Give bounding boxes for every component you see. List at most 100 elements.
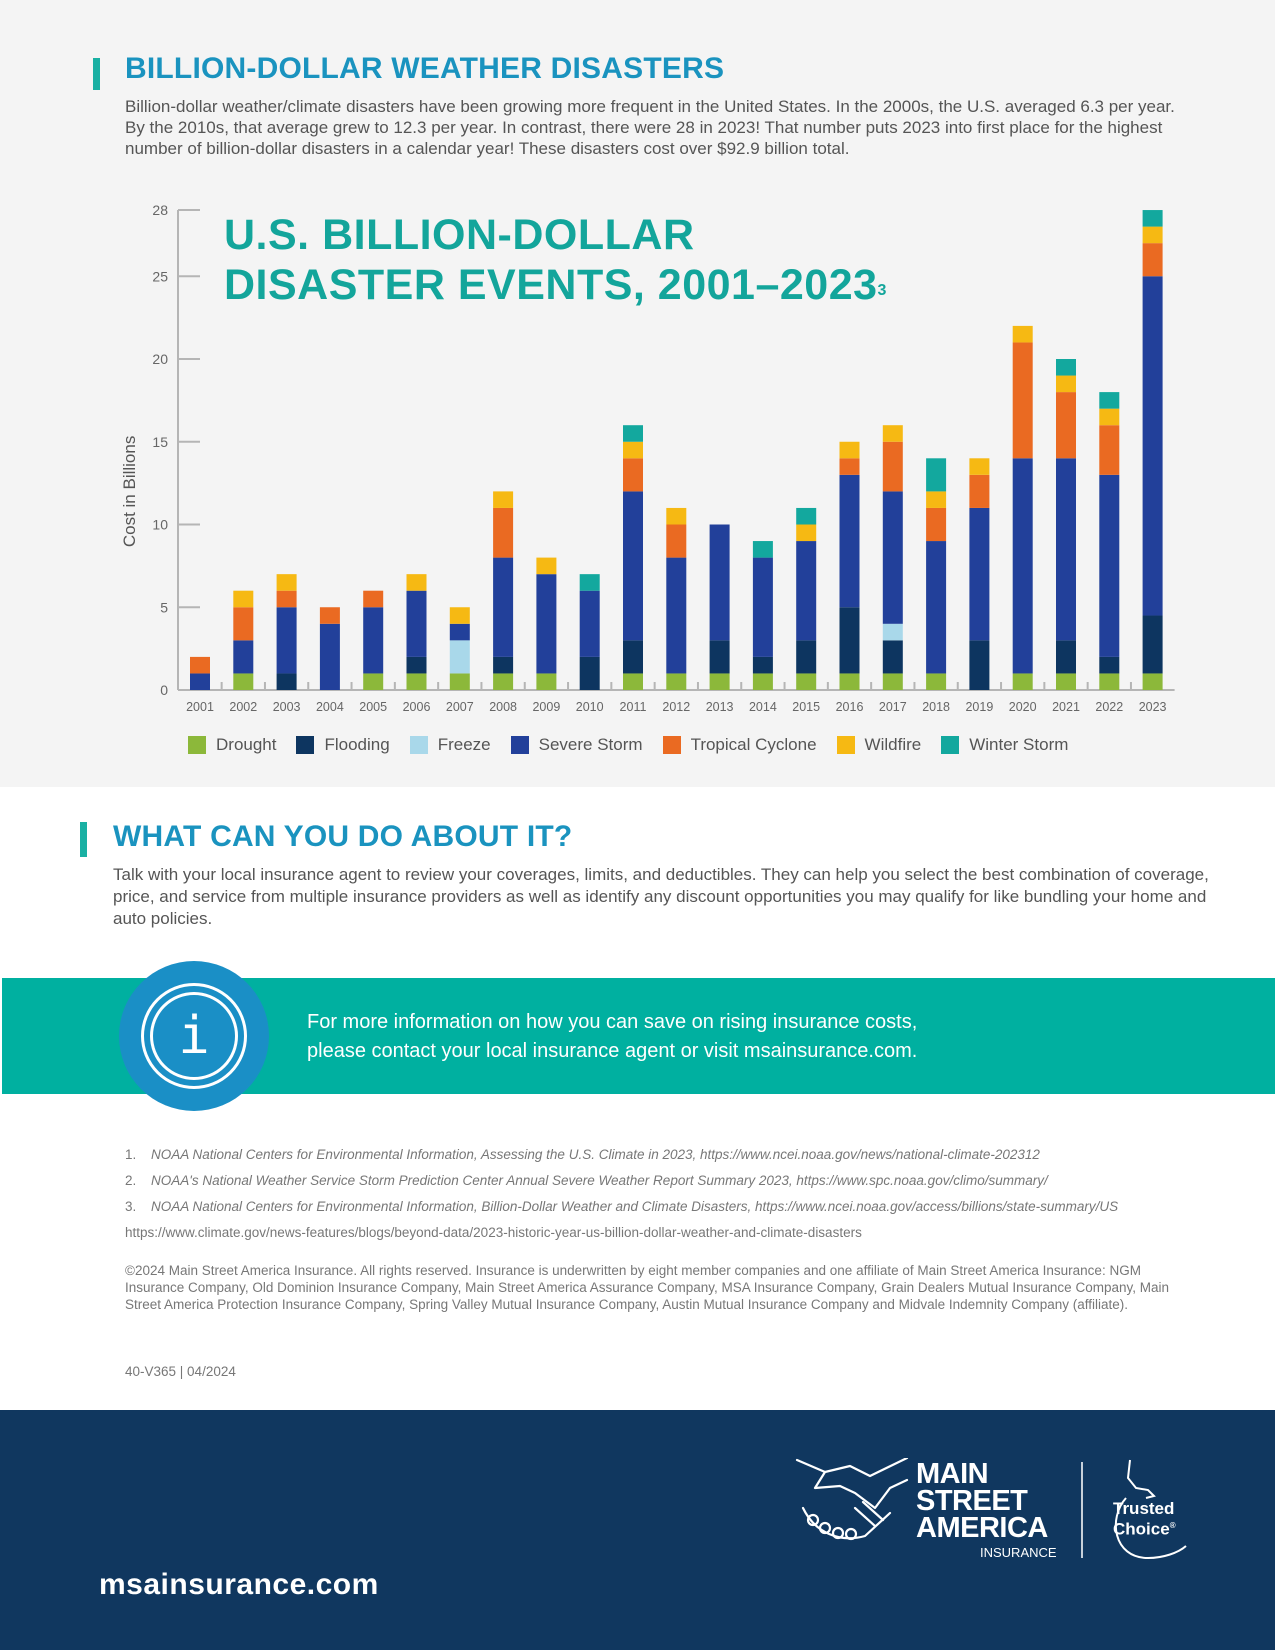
y-tick-label: 15 [152,434,168,450]
bar-segment-tropical-cyclone-2017 [882,441,903,492]
bar-segment-drought-2002 [233,673,254,690]
msa-logo: MAIN STREET AMERICA [916,1458,1048,1544]
advice-paragraph: Talk with your local insurance agent to … [113,865,1209,928]
x-tick-label: 2016 [836,700,864,714]
bar-segment-flooding-2014 [752,656,773,674]
reference-text[interactable]: NOAA National Centers for Environmental … [151,1199,1119,1214]
chart-legend: Drought Flooding Freeze Severe Storm Tropica… [188,735,1088,755]
bar-segment-tropical-cyclone-2019 [969,474,990,508]
logo-divider [1081,1462,1083,1558]
handshake-icon [795,1458,909,1541]
legend-item: Winter Storm [941,735,1068,755]
bar-segment-tropical-cyclone-2021 [1056,392,1076,459]
bar-segment-flooding-2019 [969,640,990,690]
trusted-choice-logo: Trusted Choice® [1113,1499,1176,1539]
bar-segment-tropical-cyclone-2003 [276,590,297,608]
bar-segment-drought-2013 [709,673,730,690]
bar-segment-severe-storm-2021 [1056,458,1076,641]
footer [0,1410,1275,1650]
bar-segment-winter-storm-2018 [926,458,947,492]
bar-segment-severe-storm-2001 [190,673,210,690]
bar-segment-severe-storm-2007 [449,623,470,641]
bar-segment-severe-storm-2018 [926,541,947,674]
bar-segment-winter-storm-2023 [1142,210,1163,227]
legend-item: Tropical Cyclone [662,735,817,755]
x-tick-label: 2010 [576,700,604,714]
bar-segment-wildfire-2016 [839,441,860,459]
x-tick-label: 2008 [489,700,517,714]
bar-segment-severe-storm-2011 [623,491,643,641]
legend-swatch [836,736,855,754]
bar-segment-severe-storm-2022 [1099,474,1120,657]
legal-notice: ©2024 Main Street America Insurance. All… [125,1263,1169,1312]
chart-title-line2: DISASTER EVENTS, 2001–2023 [224,261,878,309]
legend-label: Drought [216,735,277,754]
bar-segment-drought-2008 [493,673,514,690]
intro-paragraph: Billion-dollar weather/climate disasters… [125,97,1175,158]
bar-segment-wildfire-2018 [926,491,947,508]
legend-label: Winter Storm [969,735,1069,754]
x-tick-label: 2022 [1095,700,1123,714]
footer-website-link[interactable]: msainsurance.com [99,1568,379,1601]
bar-segment-freeze-2017 [882,623,903,641]
document-code: 40-V365 | 04/2024 [125,1364,236,1379]
reference-item: 3. NOAA National Centers for Environmenta… [125,1199,1119,1214]
bar-segment-flooding-2006 [406,656,427,674]
x-tick-label: 2004 [316,700,344,714]
bar-segment-severe-storm-2019 [969,507,990,641]
bar-segment-winter-storm-2014 [752,541,773,558]
reference-text[interactable]: NOAA's National Weather Service Storm Pr… [151,1173,1048,1188]
bar-segment-tropical-cyclone-2023 [1142,243,1163,277]
bar-segment-drought-2016 [839,673,860,690]
chart-title: U.S. BILLION-DOLLAR DISASTER EVENTS, 200… [224,210,887,310]
y-tick-label: 20 [152,351,168,367]
bar-segment-wildfire-2008 [493,491,514,508]
x-tick-label: 2012 [662,700,690,714]
bar-segment-drought-2023 [1142,673,1163,690]
reference-item: 2. NOAA's National Weather Service Storm … [125,1173,1048,1188]
x-tick-label: 2020 [1009,700,1037,714]
bar-segment-tropical-cyclone-2001 [190,656,210,674]
x-tick-label: 2019 [965,700,993,714]
bar-segment-tropical-cyclone-2008 [493,507,514,558]
bar-segment-severe-storm-2003 [276,607,297,674]
bar-segment-drought-2014 [752,673,773,690]
bar-segment-wildfire-2015 [796,524,817,542]
reference-text[interactable]: NOAA National Centers for Environmental … [151,1147,1040,1162]
y-axis-label: Cost in Billions [120,436,139,548]
bar-segment-wildfire-2022 [1099,408,1120,426]
bar-segment-drought-2007 [449,673,470,690]
info-banner-text: For more information on how you can save… [307,1008,917,1066]
bar-segment-winter-storm-2015 [796,507,817,525]
x-tick-label: 2023 [1139,700,1167,714]
x-tick-label: 2021 [1052,700,1080,714]
bar-segment-winter-storm-2021 [1056,359,1076,376]
bar-segment-flooding-2016 [839,607,860,674]
bar-segment-severe-storm-2009 [536,574,557,674]
page-title: BILLION-DOLLAR WEATHER DISASTERS [125,52,725,85]
y-tick-label: 28 [152,202,168,218]
bar-segment-wildfire-2009 [536,557,557,575]
bar-segment-drought-2022 [1099,673,1120,690]
bar-segment-wildfire-2002 [233,590,254,608]
x-tick-label: 2003 [273,700,301,714]
bar-segment-drought-2011 [623,673,643,690]
bar-segment-wildfire-2006 [406,574,427,591]
x-tick-label: 2001 [186,700,214,714]
y-tick-label: 10 [152,517,168,533]
heading-accent-bar [93,58,100,90]
legend-label: Freeze [437,735,491,754]
bar-segment-drought-2005 [363,673,384,690]
section-heading: WHAT CAN YOU DO ABOUT IT? [113,820,573,853]
bar-segment-flooding-2017 [882,640,903,674]
bar-segment-flooding-2023 [1142,615,1163,674]
bar-segment-tropical-cyclone-2004 [319,607,340,624]
bar-segment-drought-2018 [926,673,947,690]
stacked-bar-chart: 0 5 10 15 20 25 28 Cost in Billions 2001 2002 2003… [120,202,1175,714]
bar-segment-drought-2020 [1012,673,1033,690]
heading-accent-bar [80,822,87,857]
bar-segment-drought-2021 [1056,673,1076,690]
x-tick-label: 2005 [359,700,387,714]
climate-gov-link[interactable]: https://www.climate.gov/news-features/bl… [125,1225,862,1240]
bar-segment-drought-2015 [796,673,817,690]
